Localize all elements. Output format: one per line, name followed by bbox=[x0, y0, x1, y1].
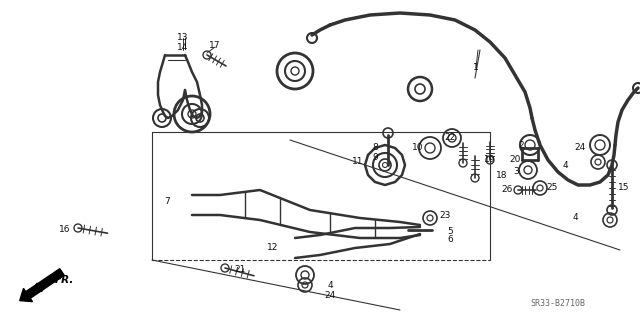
Text: 18: 18 bbox=[496, 170, 508, 180]
Text: 25: 25 bbox=[547, 183, 557, 192]
Text: 23: 23 bbox=[439, 211, 451, 219]
Text: 3: 3 bbox=[513, 167, 519, 176]
Text: 15: 15 bbox=[618, 183, 630, 192]
Text: 16: 16 bbox=[60, 226, 71, 234]
FancyArrow shape bbox=[20, 269, 64, 302]
Text: 20: 20 bbox=[509, 155, 521, 165]
Text: 2: 2 bbox=[518, 140, 524, 150]
Text: 10: 10 bbox=[412, 144, 424, 152]
Text: 11: 11 bbox=[352, 158, 364, 167]
Text: 19: 19 bbox=[484, 155, 496, 165]
Text: 12: 12 bbox=[268, 243, 278, 253]
Text: 26: 26 bbox=[501, 186, 513, 195]
Text: FR.: FR. bbox=[55, 275, 74, 285]
Text: 22: 22 bbox=[444, 133, 456, 143]
Text: 4: 4 bbox=[572, 213, 578, 222]
Text: 8: 8 bbox=[372, 144, 378, 152]
Text: 7: 7 bbox=[164, 197, 170, 206]
Text: 14: 14 bbox=[177, 42, 189, 51]
Text: 6: 6 bbox=[447, 235, 453, 244]
Text: 4: 4 bbox=[562, 160, 568, 169]
Text: 17: 17 bbox=[209, 41, 221, 49]
Text: 9: 9 bbox=[372, 153, 378, 162]
Text: 24: 24 bbox=[574, 143, 586, 152]
Text: 4: 4 bbox=[327, 280, 333, 290]
Text: 13: 13 bbox=[177, 33, 189, 42]
Text: SR33-B2710B: SR33-B2710B bbox=[530, 299, 585, 308]
Text: 24: 24 bbox=[324, 291, 335, 300]
Text: 5: 5 bbox=[447, 227, 453, 236]
Text: 1: 1 bbox=[473, 63, 479, 72]
Text: 21: 21 bbox=[234, 265, 246, 275]
